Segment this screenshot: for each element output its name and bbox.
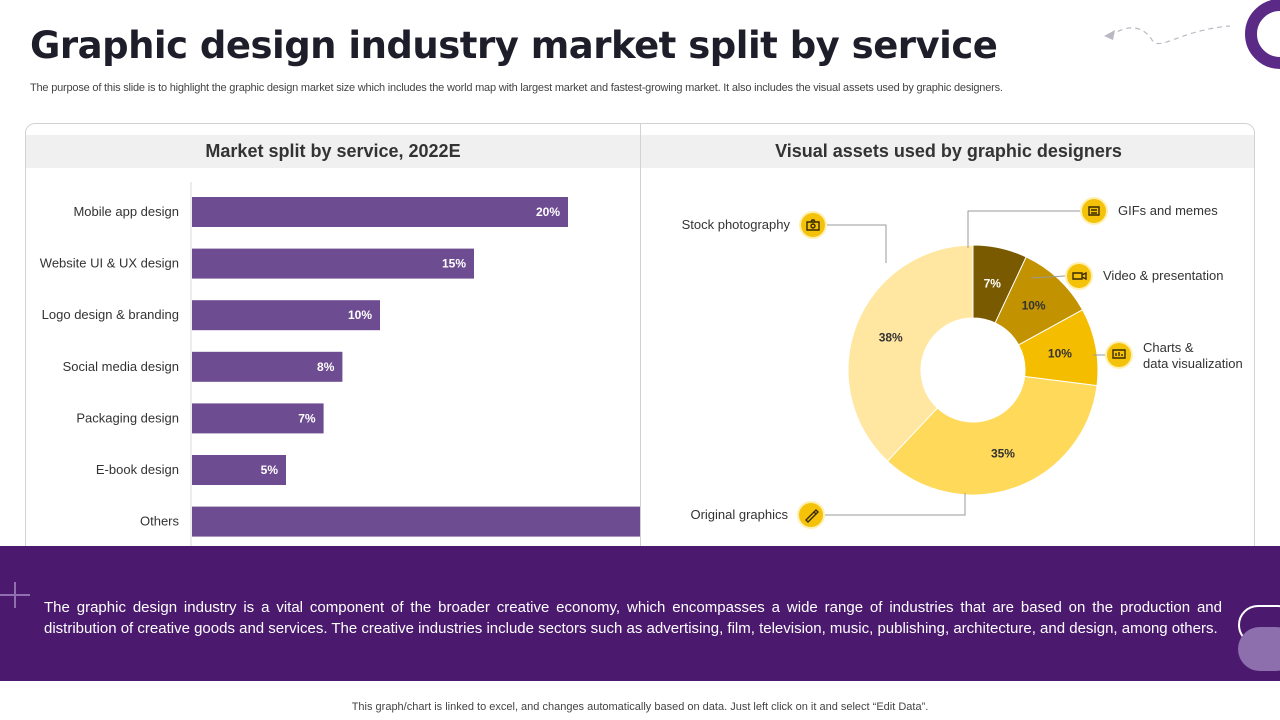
bar-value-label: 5%	[261, 463, 279, 477]
bar	[192, 197, 568, 227]
donut-value-label: 10%	[1022, 298, 1046, 312]
donut-slice	[886, 375, 1098, 496]
donut-value-label: 38%	[879, 330, 903, 344]
bar-value-label: 8%	[317, 360, 335, 374]
gif-icon	[1080, 197, 1108, 225]
bar-category-label: Logo design & branding	[42, 307, 179, 322]
leader-line	[825, 493, 966, 516]
bar-category-label: Others	[140, 514, 180, 529]
description-text: The graphic design industry is a vital c…	[44, 599, 1222, 637]
page-title: Graphic design industry market split by …	[30, 24, 998, 67]
leader-line	[827, 224, 887, 263]
bar	[192, 403, 324, 434]
donut-category-label: Charts &	[1143, 340, 1194, 355]
donut-category-label: Video & presentation	[1103, 268, 1223, 283]
bar	[192, 351, 343, 382]
donut-category-label: Original graphics	[690, 507, 788, 522]
bar	[192, 455, 286, 485]
panel-divider	[640, 124, 641, 566]
bar-category-label: E-book design	[96, 462, 179, 477]
charts-card: Market split by service, 2022E Visual as…	[25, 123, 1255, 567]
bar-chart: Mobile app design 20% Website UI & UX desi…	[40, 182, 640, 548]
camera-icon	[799, 211, 827, 239]
donut-value-label: 7%	[984, 277, 1002, 291]
donut-category-label: GIFs and memes	[1118, 203, 1218, 218]
bar-category-label: Social media design	[63, 359, 179, 374]
bar-category-label: Website UI & UX design	[40, 256, 179, 271]
bar-chart-title: Market split by service, 2022E	[26, 135, 640, 168]
page-subtitle: The purpose of this slide is to highligh…	[30, 82, 1003, 94]
decorative-pill-filled	[1238, 627, 1280, 671]
donut-category-label: data visualization	[1143, 356, 1243, 371]
bar-value-label: 7%	[298, 411, 316, 425]
bar-value-label: 10%	[348, 308, 372, 322]
donut-chart-title: Visual assets used by graphic designers	[641, 135, 1254, 168]
bar-value-label: 20%	[536, 205, 560, 219]
leader-line	[1030, 275, 1066, 279]
bar	[192, 300, 380, 331]
footer-note: This graph/chart is linked to excel, and…	[351, 701, 929, 713]
donut-slice	[847, 244, 974, 462]
graphics-icon	[797, 501, 825, 529]
description-band	[0, 546, 1280, 681]
donut-chart: 7% 10% 10% 35% 38% GIFs and memes Video & pres…	[682, 197, 1243, 529]
plus-icon	[0, 582, 30, 608]
chart-icon	[1105, 341, 1133, 369]
donut-value-label: 10%	[1048, 346, 1072, 360]
donut-value-label: 35%	[991, 446, 1015, 460]
bar	[192, 248, 474, 279]
decorative-arrow-ring	[1104, 0, 1280, 69]
leader-line	[967, 210, 1080, 248]
bar	[192, 506, 640, 537]
bar-category-label: Mobile app design	[73, 204, 179, 219]
bar-value-label: 15%	[442, 257, 466, 271]
donut-category-label: Stock photography	[682, 217, 791, 232]
video-icon	[1065, 262, 1093, 290]
bar-category-label: Packaging design	[76, 410, 179, 425]
